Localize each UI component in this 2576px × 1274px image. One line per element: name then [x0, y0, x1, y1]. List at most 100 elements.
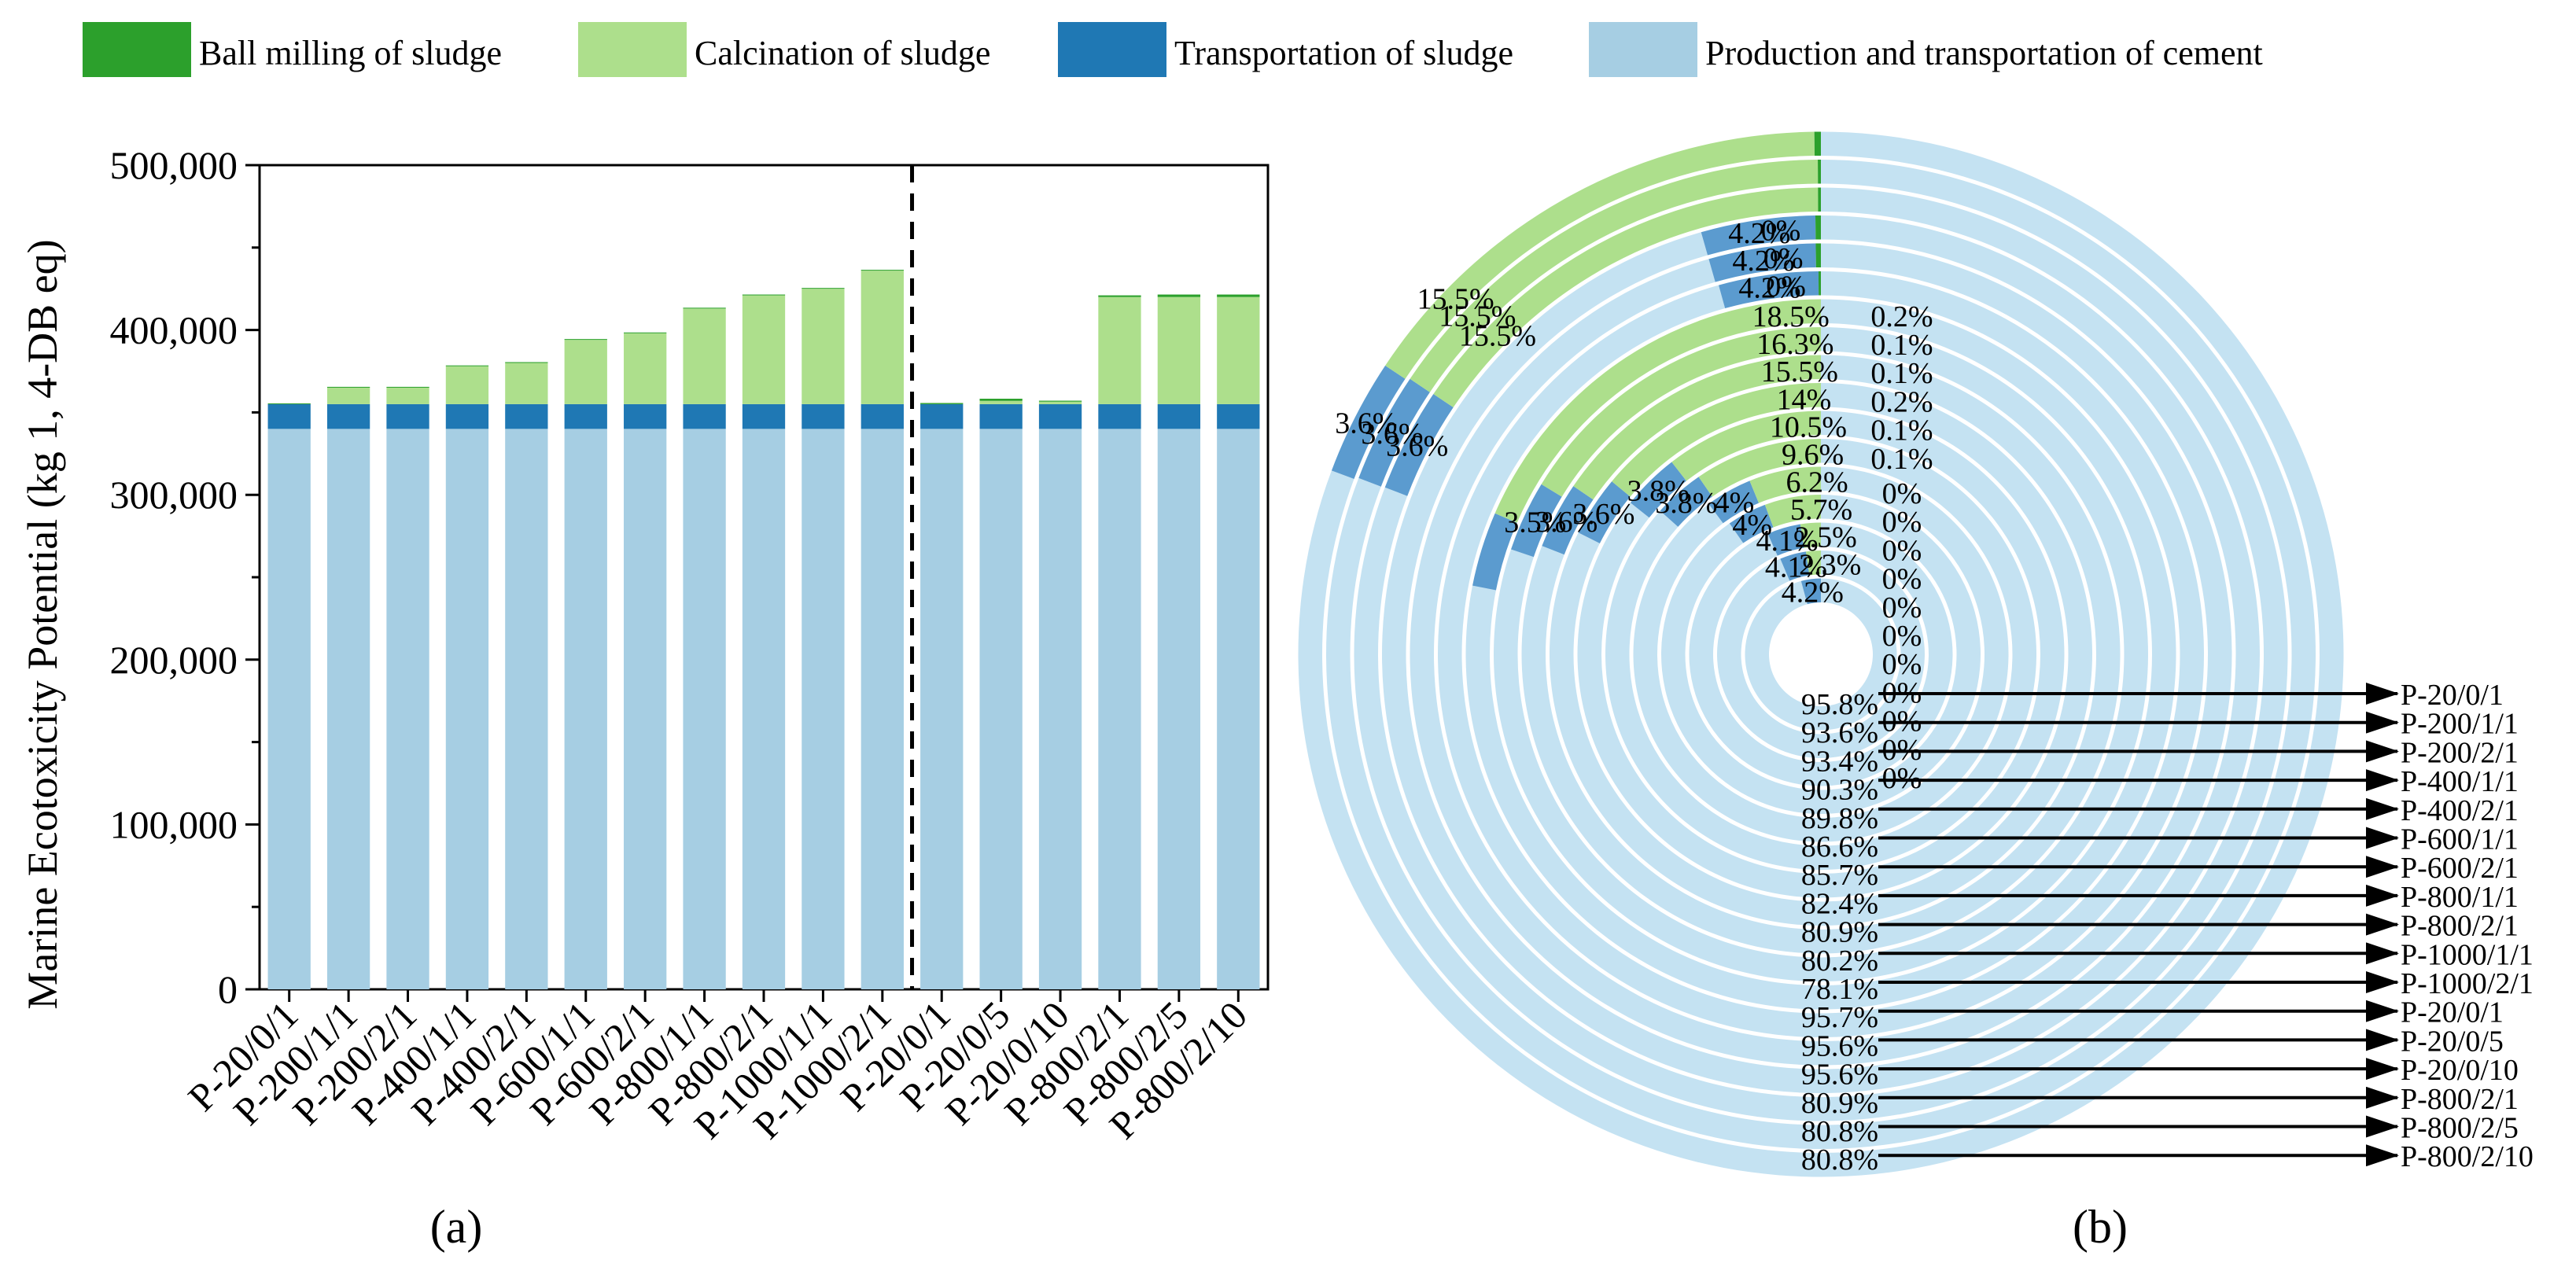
ring-segment-calcination — [1749, 466, 1821, 503]
bar-transportation — [624, 403, 667, 429]
y-tick-label: 0 — [218, 967, 238, 1011]
bar-ball_milling — [683, 307, 726, 309]
y-tick-label: 100,000 — [110, 802, 238, 846]
series-label: P-20/0/1 — [2401, 679, 2504, 712]
y-tick-label: 300,000 — [110, 473, 238, 517]
bar-calcination — [505, 363, 548, 404]
label-calcination: 9.6% — [1782, 438, 1844, 471]
bar-ball_milling — [505, 362, 548, 363]
bar-ball_milling — [861, 270, 904, 271]
ring-segment-calcination — [1494, 299, 1821, 523]
label-ball-milling: 0% — [1882, 620, 1922, 653]
label-calcination: 0% — [1763, 242, 1804, 275]
bar-transportation — [802, 403, 845, 429]
label-transport: 3.6% — [1572, 498, 1634, 531]
ring-segment-transport — [1729, 504, 1774, 543]
bar-production — [742, 429, 786, 989]
ring-segment-transport — [1708, 481, 1760, 524]
label-production: 90.3% — [1801, 774, 1878, 807]
bar-calcination — [326, 387, 370, 404]
ring-segment-transport — [1578, 481, 1631, 543]
label-transport: 4.2% — [1738, 272, 1800, 305]
label-ball-milling: 0.1% — [1870, 357, 1933, 390]
bar-transportation — [1098, 403, 1141, 429]
ring-segment-transport — [1767, 524, 1804, 556]
bar-calcination — [624, 333, 667, 404]
bar-production — [445, 429, 489, 989]
label-calcination: 5.7% — [1790, 494, 1852, 527]
label-production: 80.9% — [1801, 916, 1878, 949]
bar-calcination — [1217, 296, 1260, 404]
bar-calcination — [564, 340, 607, 404]
bar-production — [1038, 429, 1082, 989]
series-label: P-20/0/10 — [2401, 1054, 2519, 1087]
bar-ball_milling — [564, 339, 607, 341]
bar-transportation — [1157, 403, 1201, 429]
bar-ball_milling — [802, 288, 845, 289]
label-transport: 4% — [1732, 509, 1772, 542]
ring-segment-ball — [1815, 215, 1821, 240]
panel-b-label: (b) — [2073, 1201, 2128, 1253]
label-ball-milling: 0% — [1882, 534, 1922, 567]
bar-transportation — [445, 403, 489, 429]
bar-calcination — [683, 308, 726, 404]
label-calcination: 15.5% — [1417, 282, 1494, 315]
label-calcination: 10.5% — [1770, 411, 1847, 444]
y-tick-label: 400,000 — [110, 308, 238, 352]
bar-production — [267, 429, 311, 989]
label-calcination: 15.5% — [1439, 300, 1516, 333]
label-transport: 4.1% — [1765, 551, 1827, 584]
bar-production — [802, 429, 845, 989]
bar-transportation — [979, 403, 1023, 429]
label-production: 82.4% — [1801, 887, 1878, 920]
label-transport: 4.2% — [1782, 576, 1844, 609]
ring-segment-calcination — [1541, 327, 1821, 497]
series-label: P-800/2/10 — [2401, 1140, 2534, 1173]
label-calcination: 0% — [1766, 270, 1806, 303]
legend-swatch-ball_milling — [83, 22, 191, 77]
series-label: P-200/1/1 — [2401, 708, 2519, 741]
label-ball-milling: 0.2% — [1870, 385, 1933, 418]
bar-ball_milling — [1217, 294, 1260, 297]
ring-segment-transport — [1701, 215, 1816, 256]
label-calcination: 6.2% — [1786, 466, 1848, 499]
bar-transportation — [861, 403, 904, 429]
label-ball-milling: 0% — [1882, 648, 1922, 681]
label-ball-milling: 0% — [1882, 591, 1922, 624]
ring-segment-transport — [1472, 513, 1517, 591]
ring-segment-transport — [1511, 484, 1562, 558]
series-label: P-20/0/5 — [2401, 1025, 2504, 1058]
ring-segment-transport — [1660, 477, 1712, 527]
series-label: P-400/2/1 — [2401, 794, 2519, 827]
bar-transportation — [564, 403, 607, 429]
bar-chart: 0100,000200,000300,000400,000500,000P-20… — [19, 143, 1270, 1147]
bar-ball_milling — [1098, 295, 1141, 297]
bar-transportation — [1038, 403, 1082, 429]
label-ball-milling: 0% — [1882, 477, 1922, 510]
label-transport: 4.1% — [1756, 525, 1818, 558]
legend-swatch-production — [1589, 22, 1697, 77]
ring-segment-ball — [1818, 187, 1821, 212]
ring-segment-calcination — [1573, 355, 1821, 500]
label-production: 93.4% — [1801, 745, 1878, 778]
ring-segment-calcination — [1764, 495, 1821, 528]
bar-calcination — [386, 387, 429, 404]
ring-segment-calcination — [1410, 160, 1819, 392]
ring-segment-calcination — [1671, 411, 1821, 481]
bar-transportation — [920, 403, 964, 429]
label-production: 95.6% — [1801, 1059, 1878, 1092]
ring-segment-transport — [1331, 365, 1406, 480]
series-label: P-800/1/1 — [2401, 881, 2519, 914]
bar-production — [386, 429, 429, 989]
label-calcination: 18.5% — [1752, 300, 1830, 333]
bar-production — [920, 429, 964, 989]
ring-segment-calcination — [1612, 382, 1821, 497]
ring-segment-calcination — [1433, 187, 1819, 408]
label-transport: 3.6% — [1335, 407, 1397, 440]
series-label: P-1000/2/1 — [2401, 967, 2534, 1000]
bar-calcination — [1038, 401, 1082, 404]
label-production: 80.8% — [1801, 1143, 1878, 1176]
ring-segment-transport — [1708, 243, 1816, 282]
label-calcination: 16.3% — [1756, 328, 1833, 361]
series-label: P-400/1/1 — [2401, 765, 2519, 798]
